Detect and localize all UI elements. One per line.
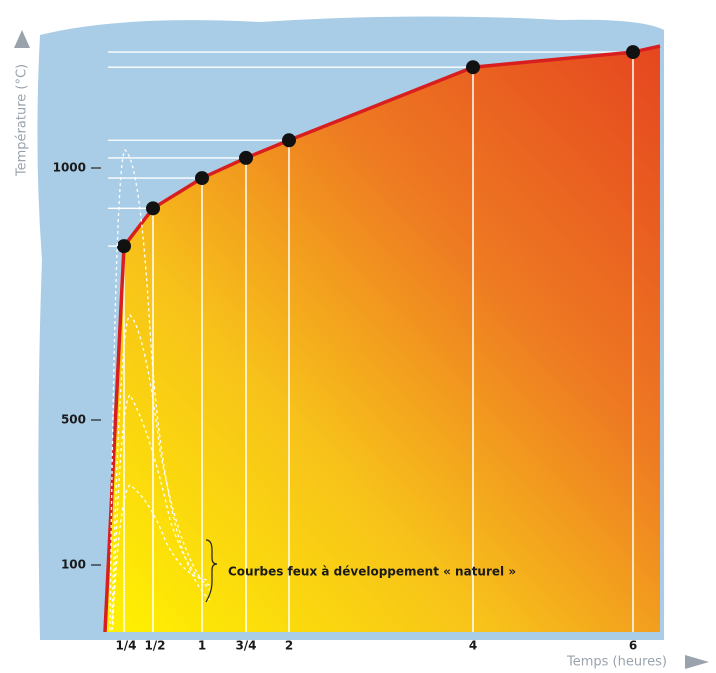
x-tick-label: 4 bbox=[469, 639, 477, 653]
y-arrow bbox=[14, 30, 30, 48]
x-tick-label: 6 bbox=[629, 639, 637, 653]
y-axis-title: Température (°C) bbox=[15, 64, 30, 177]
annotation: Courbes feux à développement « naturel » bbox=[228, 565, 516, 579]
y-tick-label: 100 bbox=[61, 558, 86, 572]
x-tick-label: 3/4 bbox=[235, 639, 256, 653]
point bbox=[117, 239, 131, 253]
point bbox=[146, 201, 160, 215]
point bbox=[239, 151, 253, 165]
y-tick-label: 500 bbox=[61, 413, 86, 427]
point bbox=[466, 60, 480, 74]
chart: Courbes feux à développement « naturel »… bbox=[0, 0, 716, 673]
x-tick-label: 1 bbox=[198, 639, 206, 653]
point bbox=[195, 171, 209, 185]
point bbox=[282, 133, 296, 147]
x-tick-label: 1/2 bbox=[144, 639, 165, 653]
x-axis-title: Temps (heures) bbox=[566, 655, 667, 670]
x-arrow bbox=[685, 655, 709, 669]
x-tick-label: 1/4 bbox=[115, 639, 136, 653]
point bbox=[626, 45, 640, 59]
y-tick-label: 1000 bbox=[53, 161, 86, 175]
x-tick-label: 2 bbox=[285, 639, 293, 653]
